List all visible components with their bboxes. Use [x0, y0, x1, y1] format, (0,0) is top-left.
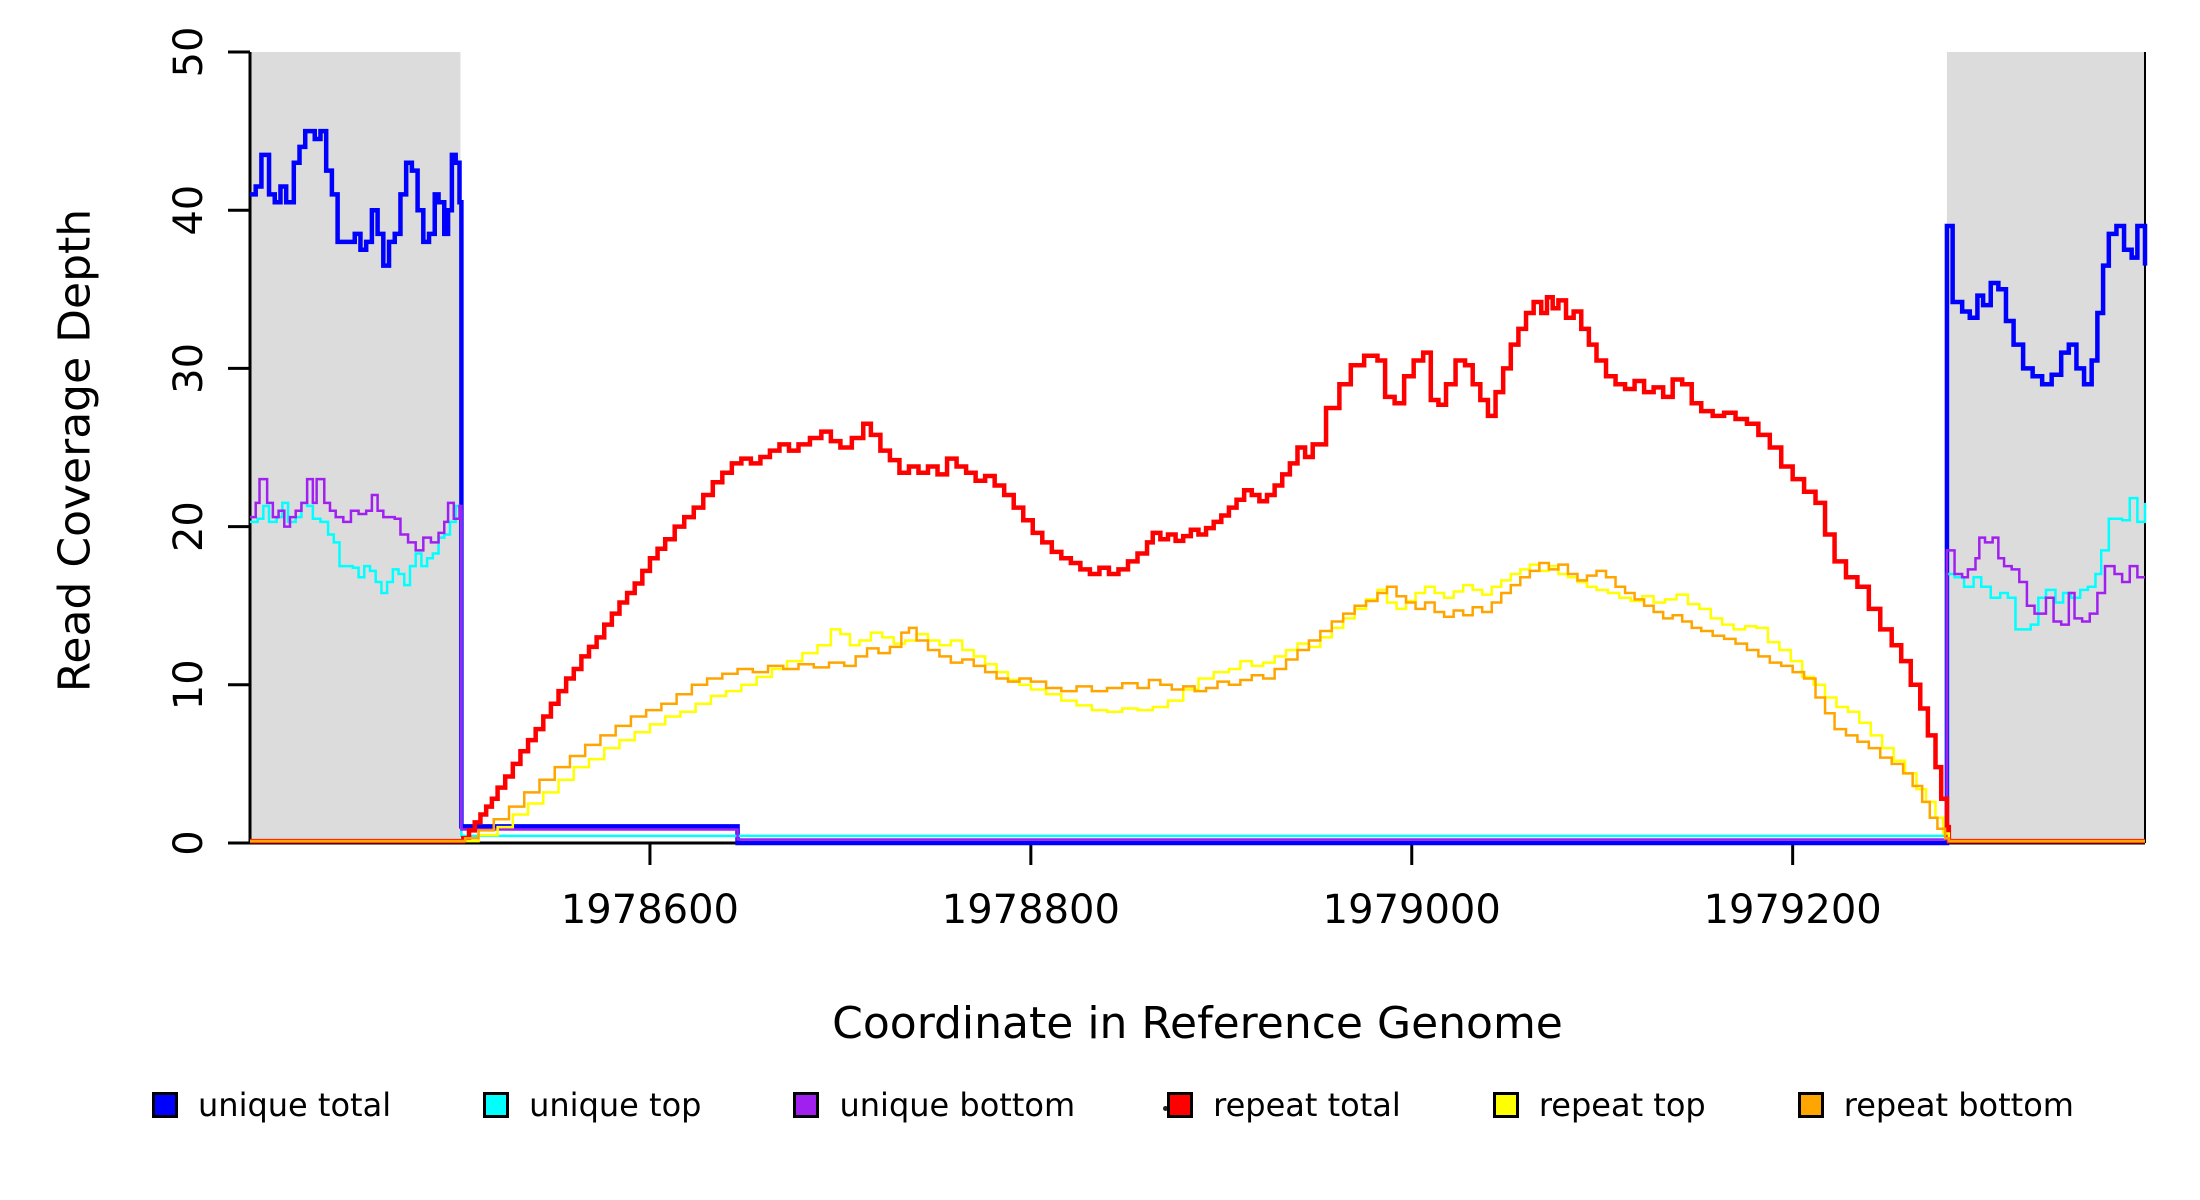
series-unique-top — [250, 496, 2147, 838]
legend-label: repeat bottom — [1843, 1086, 2074, 1124]
shaded-regions-layer — [250, 52, 2145, 843]
y-tick-label: 0 — [166, 830, 212, 855]
shaded-region-unique-flank-left — [250, 52, 461, 843]
legend-item-repeat-total: repeat total — [1167, 1086, 1401, 1124]
legend-label: unique top — [529, 1086, 702, 1124]
x-tick-label: 1978800 — [942, 887, 1120, 933]
x-tick-label: 1978600 — [561, 887, 739, 933]
legend-swatch-unique-top — [483, 1092, 510, 1118]
y-tick-label: 20 — [166, 501, 212, 552]
legend-swatch-unique-bottom — [793, 1092, 820, 1118]
x-axis-title: Coordinate in Reference Genome — [832, 998, 1563, 1049]
legend-label: repeat total — [1213, 1086, 1401, 1124]
legend-item-repeat-top: repeat top — [1492, 1086, 1706, 1124]
legend-label: repeat top — [1538, 1086, 1706, 1124]
legend-swatch-repeat-top — [1492, 1092, 1519, 1118]
legend-swatch-repeat-total — [1167, 1092, 1194, 1118]
legend-swatch-unique-total — [152, 1092, 178, 1118]
axes-layer: 1978600 1978800 1979000 1979200 0 10 20 30 40 50 — [166, 27, 2146, 933]
shaded-region-unique-flank-right — [1946, 52, 2145, 843]
legend-item-repeat-bottom: repeat bottom — [1797, 1086, 2074, 1124]
series-repeat-total — [250, 294, 2145, 844]
legend-item-unique-bottom: unique bottom — [793, 1086, 1075, 1124]
legend-item-unique-total: unique total — [152, 1086, 391, 1124]
y-tick-label: 30 — [166, 343, 212, 394]
series-repeat-top — [250, 563, 2145, 843]
y-axis-title: Read Coverage Depth — [49, 208, 101, 693]
legend-label: unique total — [198, 1086, 392, 1124]
legend: unique total unique top unique bottom repea… — [152, 1086, 2074, 1124]
series-unique-bottom — [250, 477, 2145, 841]
legend-item-unique-top: unique top — [483, 1086, 701, 1124]
series-layer — [250, 128, 2148, 846]
stray-mark-dot — [1163, 1106, 1168, 1111]
series-repeat-bottom — [250, 561, 2145, 843]
x-tick-label: 1979200 — [1704, 887, 1882, 933]
y-tick-label: 10 — [166, 659, 212, 710]
x-tick-label: 1979000 — [1323, 887, 1501, 933]
series-unique-total — [250, 128, 2148, 846]
y-tick-label: 40 — [166, 185, 212, 236]
y-tick-label: 50 — [166, 27, 212, 78]
legend-label: unique bottom — [839, 1086, 1076, 1124]
legend-swatch-repeat-bottom — [1797, 1092, 1824, 1118]
